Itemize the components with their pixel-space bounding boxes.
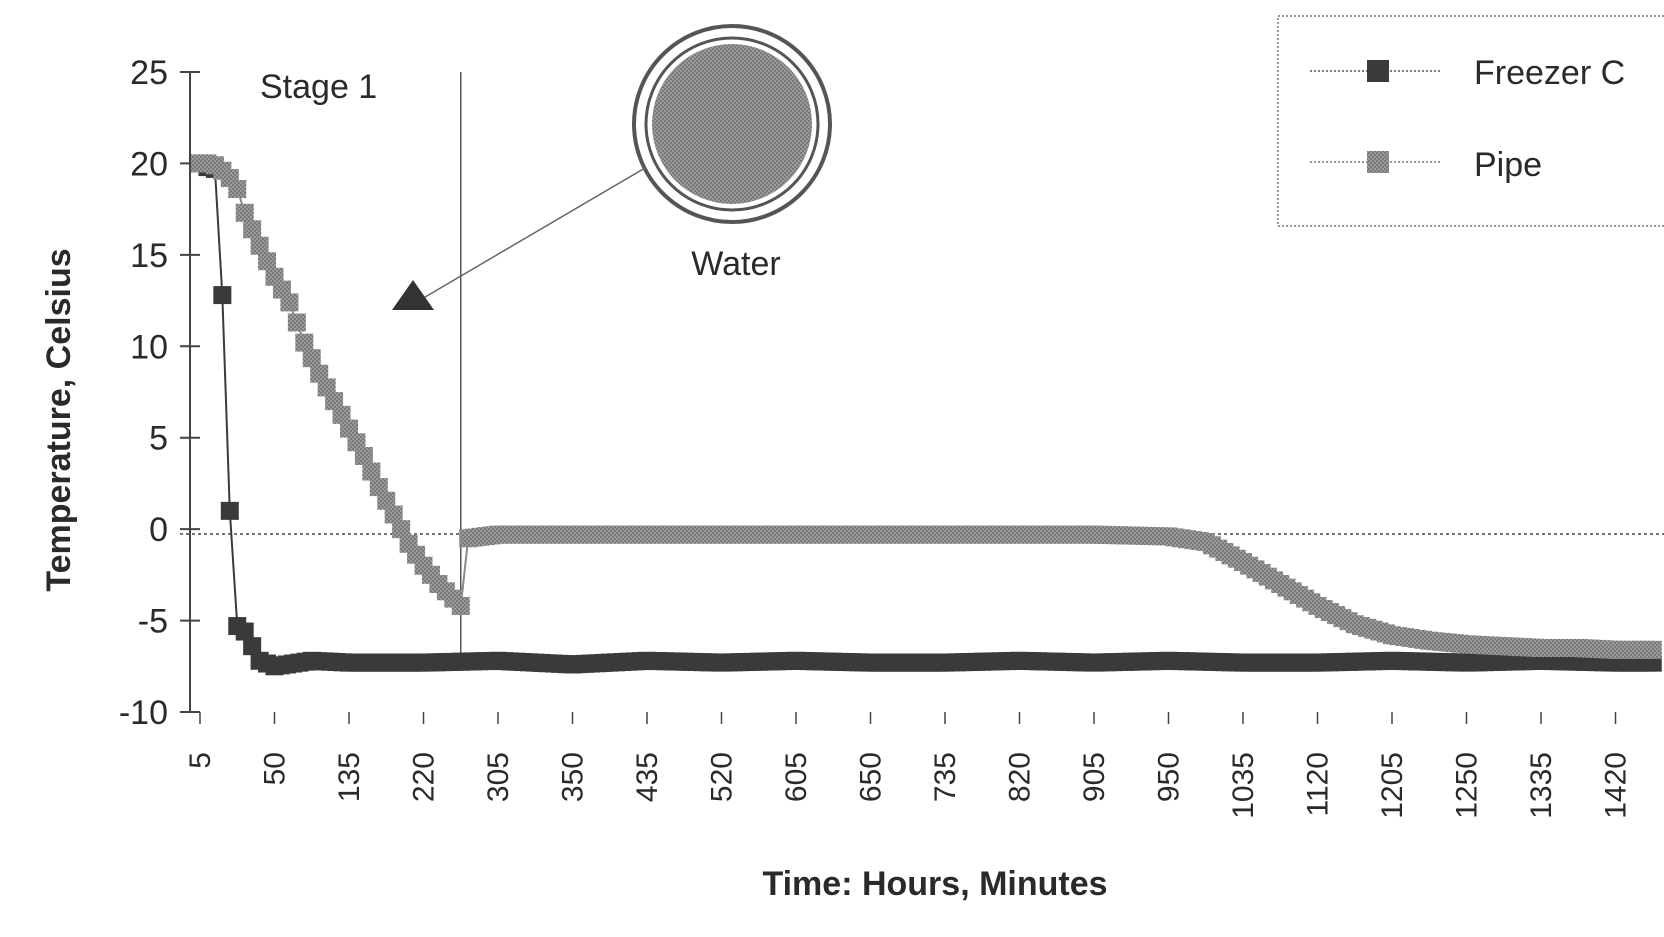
series-pipe <box>191 154 1662 659</box>
x-tick-label: 650 <box>855 752 888 802</box>
y-tick-label: 15 <box>130 237 168 275</box>
x-tick-label: 1120 <box>1302 752 1335 817</box>
data-point <box>317 378 336 397</box>
y-tick-label: 0 <box>149 511 168 549</box>
y-tick-label: 20 <box>130 145 168 183</box>
y-tick-label: 25 <box>130 54 168 92</box>
x-tick-label: 1035 <box>1227 752 1260 819</box>
y-tick-label: 10 <box>130 328 168 366</box>
series-freezer-c <box>191 154 1662 676</box>
y-axis-title: Temperature, Celsius <box>40 248 78 591</box>
x-tick-label: 1205 <box>1376 752 1409 819</box>
x-tick-label: 50 <box>259 752 292 785</box>
y-tick-label: -5 <box>138 603 168 641</box>
data-point <box>384 505 403 524</box>
data-point <box>362 462 381 481</box>
data-point <box>280 293 299 312</box>
data-point <box>235 203 254 222</box>
legend-box <box>1277 15 1664 227</box>
x-axis-ticks: 5 50 135 220 305 350 435 520 605 650 735 820 905 950 1… <box>184 712 1633 819</box>
data-point <box>451 596 470 615</box>
data-point <box>295 333 314 352</box>
x-tick-label: 820 <box>1004 752 1037 802</box>
data-point <box>377 491 396 510</box>
pointer-arrow-line <box>419 167 646 301</box>
y-axis-ticks: 25 20 15 10 5 0 -5 -10 <box>119 54 200 732</box>
data-point <box>354 447 373 465</box>
x-tick-label: 1335 <box>1525 752 1558 819</box>
y-tick-label: 5 <box>149 420 168 458</box>
water-pipe-illustration: Water <box>392 24 832 310</box>
legend-pipe-label: Pipe <box>1474 146 1542 184</box>
data-point <box>228 180 247 199</box>
x-tick-label: 350 <box>557 752 590 802</box>
stage-label: Stage 1 <box>260 68 377 106</box>
x-tick-label: 220 <box>408 752 441 802</box>
x-tick-label: 520 <box>706 752 739 802</box>
data-point <box>302 349 321 368</box>
x-tick-label: 950 <box>1153 752 1186 802</box>
data-point <box>340 419 358 438</box>
series-layer <box>191 154 1662 676</box>
water-fill <box>652 44 812 204</box>
x-tick-label: 135 <box>333 752 366 802</box>
data-point <box>243 220 262 239</box>
water-label: Water <box>691 245 780 283</box>
series-line <box>199 162 1653 668</box>
pointer-triangle-icon <box>392 280 434 310</box>
data-point <box>258 252 277 271</box>
legend-pipe-marker <box>1367 151 1389 173</box>
data-point <box>1643 640 1662 659</box>
data-point <box>369 478 388 497</box>
data-point <box>220 501 239 520</box>
x-axis-title: Time: Hours, Minutes <box>762 865 1107 903</box>
data-point <box>213 286 232 305</box>
x-tick-label: 305 <box>482 752 515 802</box>
x-tick-label: 435 <box>631 752 664 802</box>
data-point <box>243 637 262 656</box>
x-tick-label: 905 <box>1078 752 1111 802</box>
pipe-inner-ring <box>644 36 820 212</box>
data-point <box>325 392 344 411</box>
plot-area <box>180 72 1664 712</box>
x-tick-label: 735 <box>929 752 962 802</box>
y-tick-label: -10 <box>119 694 168 732</box>
data-point <box>287 313 306 332</box>
x-tick-label: 605 <box>780 752 813 802</box>
legend-freezer-label: Freezer C <box>1474 54 1625 92</box>
data-point <box>250 236 269 255</box>
data-point <box>332 405 351 424</box>
data-point <box>392 520 411 539</box>
legend-freezer-marker <box>1367 60 1389 82</box>
data-point <box>235 622 254 641</box>
x-tick-label: 5 <box>184 752 217 769</box>
series-line <box>200 162 1653 651</box>
data-point <box>347 433 366 452</box>
legend: Freezer C Pipe <box>1277 15 1664 227</box>
x-tick-label: 1420 <box>1600 752 1633 819</box>
x-tick-label: 1250 <box>1451 752 1484 819</box>
data-point <box>310 364 329 383</box>
